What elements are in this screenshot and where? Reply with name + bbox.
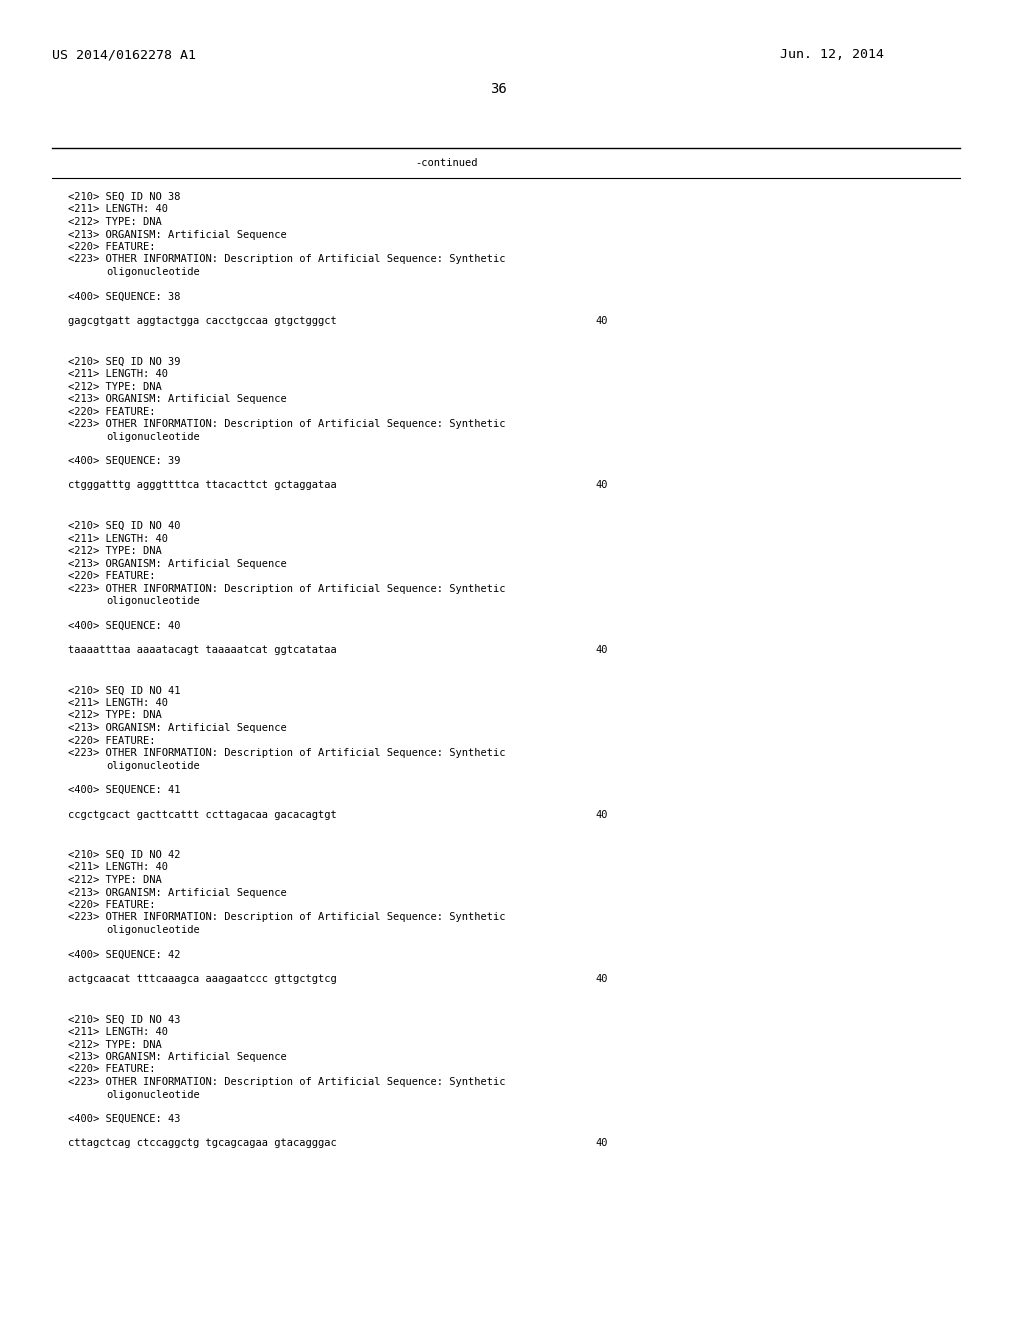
Text: <211> LENGTH: 40: <211> LENGTH: 40 bbox=[68, 205, 168, 214]
Text: oligonucleotide: oligonucleotide bbox=[106, 597, 200, 606]
Text: <400> SEQUENCE: 42: <400> SEQUENCE: 42 bbox=[68, 949, 180, 960]
Text: <220> FEATURE:: <220> FEATURE: bbox=[68, 242, 156, 252]
Text: 40: 40 bbox=[595, 974, 607, 983]
Text: <223> OTHER INFORMATION: Description of Artificial Sequence: Synthetic: <223> OTHER INFORMATION: Description of … bbox=[68, 912, 506, 923]
Text: <223> OTHER INFORMATION: Description of Artificial Sequence: Synthetic: <223> OTHER INFORMATION: Description of … bbox=[68, 255, 506, 264]
Text: US 2014/0162278 A1: US 2014/0162278 A1 bbox=[52, 48, 196, 61]
Text: ccgctgcact gacttcattt ccttagacaa gacacagtgt: ccgctgcact gacttcattt ccttagacaa gacacag… bbox=[68, 809, 337, 820]
Text: <220> FEATURE:: <220> FEATURE: bbox=[68, 407, 156, 417]
Text: <213> ORGANISM: Artificial Sequence: <213> ORGANISM: Artificial Sequence bbox=[68, 723, 287, 733]
Text: <220> FEATURE:: <220> FEATURE: bbox=[68, 572, 156, 581]
Text: <400> SEQUENCE: 43: <400> SEQUENCE: 43 bbox=[68, 1114, 180, 1125]
Text: <213> ORGANISM: Artificial Sequence: <213> ORGANISM: Artificial Sequence bbox=[68, 393, 287, 404]
Text: <223> OTHER INFORMATION: Description of Artificial Sequence: Synthetic: <223> OTHER INFORMATION: Description of … bbox=[68, 583, 506, 594]
Text: <400> SEQUENCE: 39: <400> SEQUENCE: 39 bbox=[68, 455, 180, 466]
Text: <211> LENGTH: 40: <211> LENGTH: 40 bbox=[68, 862, 168, 873]
Text: <212> TYPE: DNA: <212> TYPE: DNA bbox=[68, 216, 162, 227]
Text: <210> SEQ ID NO 41: <210> SEQ ID NO 41 bbox=[68, 685, 180, 696]
Text: oligonucleotide: oligonucleotide bbox=[106, 925, 200, 935]
Text: <213> ORGANISM: Artificial Sequence: <213> ORGANISM: Artificial Sequence bbox=[68, 558, 287, 569]
Text: Jun. 12, 2014: Jun. 12, 2014 bbox=[780, 48, 884, 61]
Text: 40: 40 bbox=[595, 645, 607, 655]
Text: <210> SEQ ID NO 40: <210> SEQ ID NO 40 bbox=[68, 521, 180, 531]
Text: 36: 36 bbox=[490, 82, 507, 96]
Text: 40: 40 bbox=[595, 480, 607, 491]
Text: ctgggatttg agggttttca ttacacttct gctaggataa: ctgggatttg agggttttca ttacacttct gctagga… bbox=[68, 480, 337, 491]
Text: <213> ORGANISM: Artificial Sequence: <213> ORGANISM: Artificial Sequence bbox=[68, 230, 287, 239]
Text: <210> SEQ ID NO 38: <210> SEQ ID NO 38 bbox=[68, 191, 180, 202]
Text: 40: 40 bbox=[595, 809, 607, 820]
Text: <212> TYPE: DNA: <212> TYPE: DNA bbox=[68, 710, 162, 721]
Text: <213> ORGANISM: Artificial Sequence: <213> ORGANISM: Artificial Sequence bbox=[68, 1052, 287, 1063]
Text: <211> LENGTH: 40: <211> LENGTH: 40 bbox=[68, 1027, 168, 1038]
Text: <220> FEATURE:: <220> FEATURE: bbox=[68, 900, 156, 909]
Text: <211> LENGTH: 40: <211> LENGTH: 40 bbox=[68, 698, 168, 708]
Text: <211> LENGTH: 40: <211> LENGTH: 40 bbox=[68, 533, 168, 544]
Text: <223> OTHER INFORMATION: Description of Artificial Sequence: Synthetic: <223> OTHER INFORMATION: Description of … bbox=[68, 418, 506, 429]
Text: taaaatttaa aaaatacagt taaaaatcat ggtcatataa: taaaatttaa aaaatacagt taaaaatcat ggtcata… bbox=[68, 645, 337, 655]
Text: <210> SEQ ID NO 39: <210> SEQ ID NO 39 bbox=[68, 356, 180, 367]
Text: -continued: -continued bbox=[415, 158, 477, 168]
Text: <212> TYPE: DNA: <212> TYPE: DNA bbox=[68, 381, 162, 392]
Text: <223> OTHER INFORMATION: Description of Artificial Sequence: Synthetic: <223> OTHER INFORMATION: Description of … bbox=[68, 1077, 506, 1086]
Text: gagcgtgatt aggtactgga cacctgccaa gtgctgggct: gagcgtgatt aggtactgga cacctgccaa gtgctgg… bbox=[68, 315, 337, 326]
Text: cttagctcag ctccaggctg tgcagcagaa gtacagggac: cttagctcag ctccaggctg tgcagcagaa gtacagg… bbox=[68, 1138, 337, 1148]
Text: 40: 40 bbox=[595, 1138, 607, 1148]
Text: <220> FEATURE:: <220> FEATURE: bbox=[68, 735, 156, 746]
Text: <220> FEATURE:: <220> FEATURE: bbox=[68, 1064, 156, 1074]
Text: <400> SEQUENCE: 38: <400> SEQUENCE: 38 bbox=[68, 292, 180, 301]
Text: <212> TYPE: DNA: <212> TYPE: DNA bbox=[68, 875, 162, 884]
Text: <400> SEQUENCE: 41: <400> SEQUENCE: 41 bbox=[68, 785, 180, 795]
Text: <212> TYPE: DNA: <212> TYPE: DNA bbox=[68, 1040, 162, 1049]
Text: <210> SEQ ID NO 43: <210> SEQ ID NO 43 bbox=[68, 1015, 180, 1024]
Text: <213> ORGANISM: Artificial Sequence: <213> ORGANISM: Artificial Sequence bbox=[68, 887, 287, 898]
Text: 40: 40 bbox=[595, 315, 607, 326]
Text: oligonucleotide: oligonucleotide bbox=[106, 432, 200, 441]
Text: oligonucleotide: oligonucleotide bbox=[106, 1089, 200, 1100]
Text: <212> TYPE: DNA: <212> TYPE: DNA bbox=[68, 546, 162, 556]
Text: actgcaacat tttcaaagca aaagaatccc gttgctgtcg: actgcaacat tttcaaagca aaagaatccc gttgctg… bbox=[68, 974, 337, 983]
Text: <210> SEQ ID NO 42: <210> SEQ ID NO 42 bbox=[68, 850, 180, 861]
Text: oligonucleotide: oligonucleotide bbox=[106, 760, 200, 771]
Text: <223> OTHER INFORMATION: Description of Artificial Sequence: Synthetic: <223> OTHER INFORMATION: Description of … bbox=[68, 748, 506, 758]
Text: oligonucleotide: oligonucleotide bbox=[106, 267, 200, 277]
Text: <211> LENGTH: 40: <211> LENGTH: 40 bbox=[68, 370, 168, 379]
Text: <400> SEQUENCE: 40: <400> SEQUENCE: 40 bbox=[68, 620, 180, 631]
